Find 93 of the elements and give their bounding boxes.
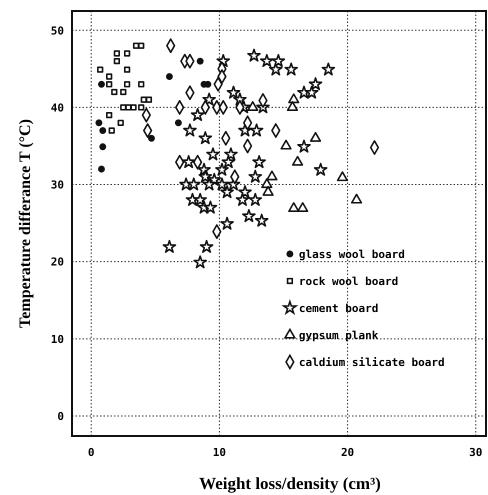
point bbox=[114, 58, 120, 64]
point bbox=[140, 96, 147, 103]
point bbox=[98, 80, 105, 88]
legend-label: rock wool board bbox=[298, 274, 398, 288]
point bbox=[250, 123, 264, 136]
point bbox=[138, 104, 144, 111]
x-tick-label: 20 bbox=[340, 446, 354, 459]
point bbox=[146, 96, 152, 103]
legend-label: glass wool board bbox=[298, 248, 405, 261]
point bbox=[286, 101, 298, 111]
point bbox=[262, 186, 274, 196]
point bbox=[98, 166, 105, 173]
point bbox=[186, 177, 201, 190]
point bbox=[314, 162, 328, 176]
point bbox=[308, 77, 322, 90]
point bbox=[114, 50, 120, 57]
x-tick-label: 0 bbox=[88, 446, 95, 459]
point bbox=[350, 194, 362, 204]
point bbox=[236, 192, 250, 206]
point bbox=[297, 202, 308, 212]
x-tick-label: 10 bbox=[212, 446, 226, 459]
point bbox=[206, 147, 220, 160]
point bbox=[220, 216, 234, 230]
y-tick-label: 0 bbox=[57, 410, 64, 423]
point bbox=[193, 192, 207, 206]
point bbox=[99, 143, 106, 150]
point bbox=[260, 54, 274, 68]
point bbox=[215, 177, 229, 190]
legend-label: cement board bbox=[298, 302, 378, 315]
point bbox=[118, 120, 124, 126]
point bbox=[99, 127, 106, 134]
point bbox=[193, 255, 207, 268]
point bbox=[138, 42, 144, 49]
point bbox=[222, 155, 236, 168]
point bbox=[138, 81, 144, 88]
legend-label: gypsum plank bbox=[298, 328, 379, 342]
point bbox=[247, 48, 261, 62]
point bbox=[190, 108, 204, 122]
point bbox=[254, 214, 269, 227]
point bbox=[266, 170, 278, 180]
point bbox=[198, 131, 212, 144]
point bbox=[248, 192, 262, 206]
point bbox=[252, 155, 266, 168]
point bbox=[288, 202, 300, 212]
point bbox=[202, 92, 216, 106]
point bbox=[322, 62, 336, 76]
point bbox=[130, 104, 137, 111]
point bbox=[292, 156, 304, 166]
point bbox=[111, 88, 118, 96]
point bbox=[124, 81, 130, 88]
point bbox=[272, 54, 286, 68]
point bbox=[174, 119, 182, 126]
y-tick-label: 20 bbox=[50, 256, 64, 269]
point bbox=[226, 86, 240, 99]
point bbox=[120, 88, 126, 96]
point bbox=[148, 134, 155, 142]
point bbox=[198, 170, 212, 183]
point bbox=[297, 140, 311, 153]
point bbox=[261, 178, 272, 188]
point bbox=[215, 162, 229, 176]
point bbox=[310, 132, 322, 142]
point bbox=[95, 119, 102, 126]
point bbox=[248, 170, 262, 183]
x-axis-title: Weight loss/density (cm³) bbox=[199, 474, 381, 493]
point bbox=[200, 240, 214, 253]
point bbox=[124, 50, 130, 57]
point bbox=[247, 101, 258, 111]
point bbox=[284, 62, 298, 76]
y-tick-label: 30 bbox=[50, 178, 64, 192]
point bbox=[280, 140, 292, 150]
point bbox=[106, 73, 112, 80]
x-tick-label: 30 bbox=[469, 446, 482, 459]
point bbox=[204, 200, 218, 214]
point bbox=[162, 240, 176, 253]
y-tick-label: 50 bbox=[50, 24, 64, 38]
point bbox=[304, 86, 319, 99]
legend-label: caldium silicate board bbox=[298, 356, 445, 369]
point bbox=[182, 155, 196, 168]
point bbox=[106, 112, 112, 118]
point bbox=[196, 58, 204, 65]
point bbox=[220, 185, 234, 198]
point bbox=[124, 66, 130, 73]
point bbox=[242, 209, 256, 222]
point bbox=[183, 123, 197, 136]
point bbox=[166, 73, 173, 80]
point bbox=[336, 171, 348, 182]
y-axis-title: Temperature differance T (°C) bbox=[17, 119, 34, 328]
y-tick-label: 40 bbox=[50, 101, 64, 114]
point bbox=[106, 81, 112, 88]
point bbox=[288, 93, 300, 104]
point bbox=[108, 127, 115, 134]
point bbox=[97, 66, 104, 73]
y-tick-label: 10 bbox=[50, 332, 64, 346]
